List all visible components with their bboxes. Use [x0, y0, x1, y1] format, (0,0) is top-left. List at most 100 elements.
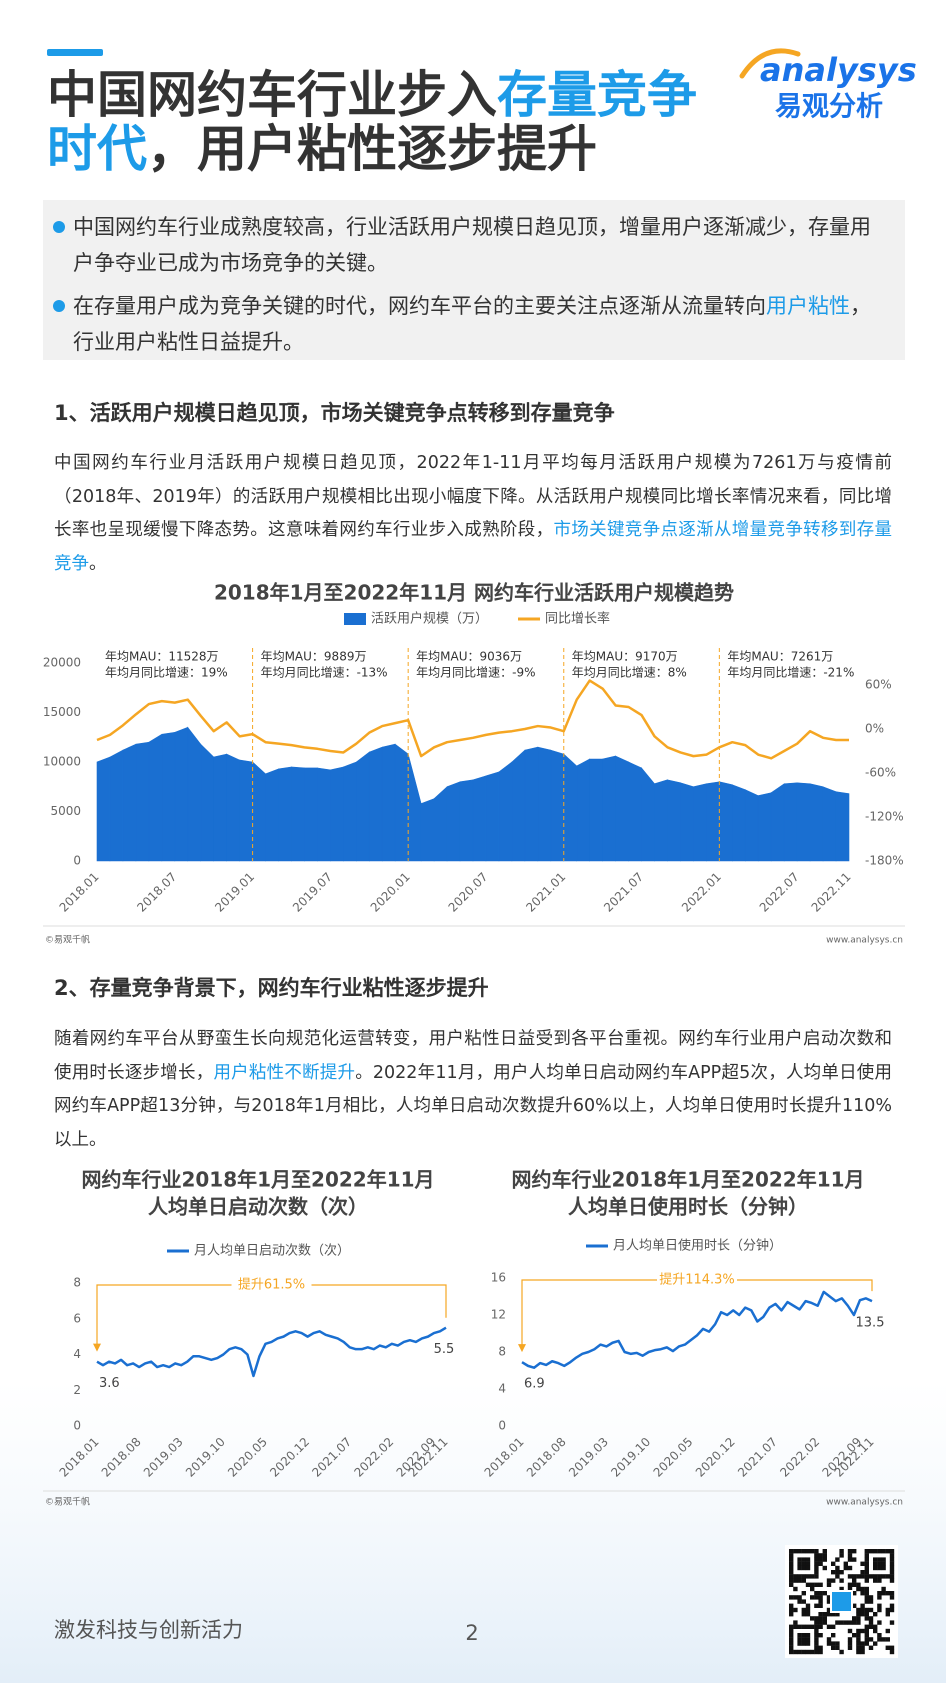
area-segment	[265, 768, 279, 862]
area-segment	[511, 749, 526, 862]
legend-label: 同比增长率	[545, 611, 610, 627]
area-segment	[796, 782, 811, 862]
qr-module	[847, 1641, 853, 1646]
qr-module	[864, 1616, 869, 1621]
qr-module	[856, 1582, 861, 1587]
qr-module	[889, 1620, 895, 1625]
x-tick-label: 2020.01	[368, 870, 413, 915]
qr-module	[885, 1637, 890, 1642]
qr-module	[889, 1561, 895, 1566]
qr-module	[789, 1641, 794, 1646]
annotation: 年均月同比增速：-21%	[727, 666, 854, 680]
qr-module	[856, 1649, 861, 1655]
qr-module	[805, 1612, 811, 1617]
bullet-text: 在存量用户成为竞争关键的时代，网约车平台的主要关注点逐渐从流量转向	[73, 294, 766, 318]
paragraph-text: 。	[89, 553, 107, 574]
qr-module	[847, 1620, 853, 1625]
qr-module	[805, 1649, 811, 1655]
area-segment	[161, 731, 176, 862]
website: www.analysys.cn	[826, 1498, 903, 1508]
area-segment	[524, 746, 539, 862]
qr-module	[847, 1586, 853, 1592]
qr-module	[864, 1637, 869, 1642]
area-segment	[213, 753, 227, 862]
qr-module	[885, 1591, 890, 1596]
qr-module	[877, 1565, 882, 1571]
y-tick-label: 6	[73, 1311, 81, 1325]
qr-module	[868, 1574, 874, 1579]
qr-module	[818, 1612, 823, 1617]
y-tick-label: 5000	[50, 804, 81, 818]
qr-module	[789, 1570, 794, 1575]
qr-module	[818, 1649, 823, 1655]
qr-module	[856, 1612, 861, 1617]
qr-module	[801, 1565, 806, 1571]
qr-module	[797, 1649, 802, 1655]
qr-module	[818, 1557, 823, 1562]
source: ©易观千帆	[45, 1496, 90, 1508]
qr-module	[789, 1624, 794, 1629]
qr-module	[873, 1549, 878, 1554]
qr-module	[793, 1620, 798, 1625]
qr-module	[805, 1603, 811, 1608]
qr-module	[864, 1557, 869, 1562]
y2-tick-label: -180%	[865, 854, 904, 868]
qr-module	[789, 1649, 794, 1655]
data-label: 13.5	[856, 1316, 885, 1331]
area-segment	[446, 781, 461, 862]
area-segment	[667, 779, 681, 862]
qr-module	[793, 1649, 798, 1655]
qr-module	[831, 1633, 836, 1638]
qr-module	[889, 1574, 895, 1579]
area-segment	[291, 766, 305, 862]
area-segment	[278, 766, 292, 862]
qr-module	[789, 1628, 794, 1634]
qr-module	[793, 1595, 798, 1600]
annotation: 年均月同比增速：-13%	[261, 666, 388, 680]
qr-module	[852, 1549, 857, 1554]
qr-module	[814, 1574, 819, 1579]
qr-module	[822, 1553, 827, 1558]
y-tick-label: 0	[73, 1419, 81, 1433]
qr-module	[818, 1561, 823, 1566]
annotation: 年均MAU：9889万	[261, 650, 367, 664]
qr-module	[801, 1637, 806, 1642]
y2-tick-label: -120%	[865, 810, 904, 824]
qr-module	[864, 1591, 869, 1596]
qr-module	[789, 1595, 794, 1600]
legend-label: 月人均单日使用时长（分钟）	[613, 1238, 782, 1254]
qr-module	[822, 1612, 827, 1617]
growth-bracket	[96, 1284, 447, 1350]
qr-module	[805, 1633, 811, 1638]
qr-module	[831, 1612, 836, 1617]
data-label: 3.6	[99, 1376, 120, 1391]
area-segment	[226, 753, 240, 862]
area-segment	[628, 761, 642, 862]
qr-module	[873, 1574, 878, 1579]
website: www.analysys.cn	[826, 936, 903, 946]
logo-swoosh	[739, 48, 801, 79]
area-segment	[304, 767, 318, 862]
area-segment	[187, 726, 202, 862]
qr-module	[839, 1570, 844, 1575]
x-tick-label: 2019.01	[212, 870, 257, 915]
area-segment	[757, 792, 772, 862]
qr-module	[885, 1574, 890, 1579]
qr-module	[826, 1641, 832, 1646]
qr-module	[805, 1565, 811, 1571]
qr-module	[789, 1578, 794, 1583]
qr-module	[852, 1603, 857, 1608]
area-segment	[135, 741, 150, 862]
qr-module	[843, 1561, 848, 1566]
qr-module	[793, 1607, 798, 1613]
qr-logo	[830, 1590, 853, 1613]
qr-module	[881, 1561, 886, 1566]
qr-module	[818, 1624, 823, 1629]
area-segment	[809, 783, 824, 862]
qr-module	[814, 1549, 819, 1554]
qr-module	[847, 1565, 853, 1571]
bullet-highlight: 用户粘性	[766, 294, 850, 318]
footer-slogan: 激发科技与创新活力	[54, 1618, 243, 1642]
qr-code	[785, 1545, 898, 1658]
qr-module	[814, 1595, 819, 1600]
